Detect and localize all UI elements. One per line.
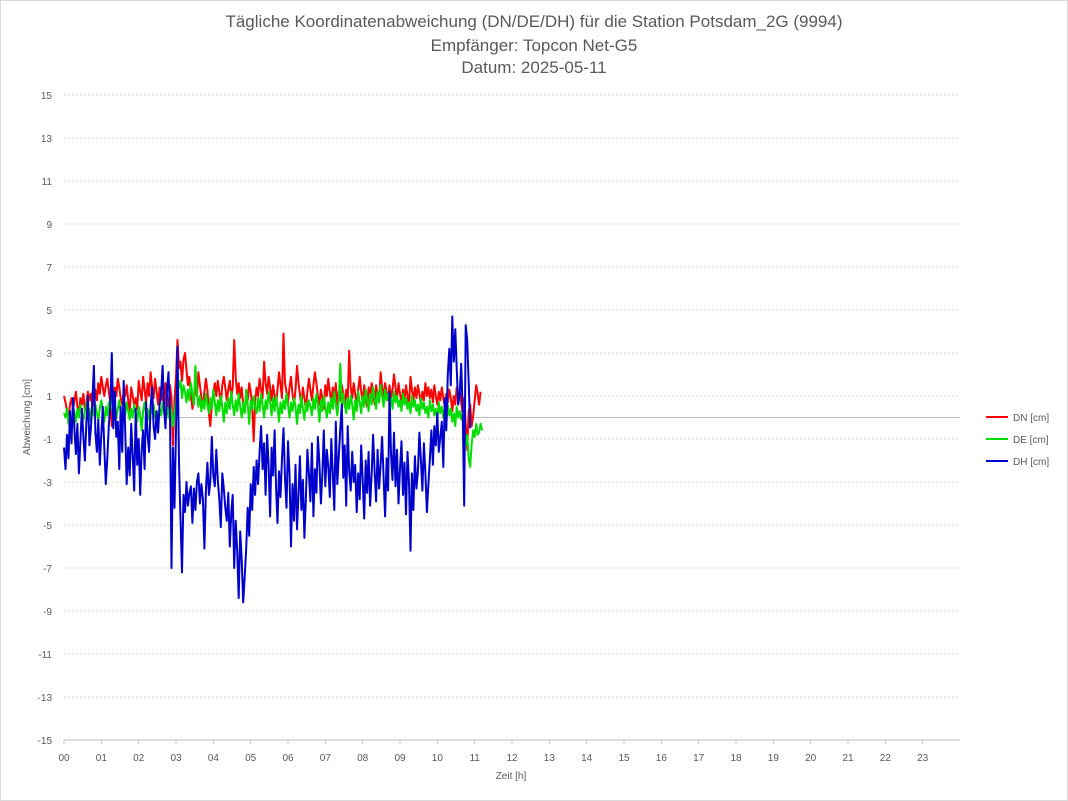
x-tick-label: 18	[730, 753, 742, 764]
x-tick-label: 23	[917, 753, 929, 764]
x-tick-label: 20	[805, 753, 817, 764]
chart-date: Datum: 2025-05-11	[461, 58, 607, 77]
series-lines	[63, 315, 484, 604]
y-axis-ticks: 15 13 11 9 7 5 3 1 -1 -3 -5 -7 -9 -11 -13 -15	[38, 91, 53, 747]
y-tick-label: 9	[46, 220, 52, 231]
x-tick-label: 13	[544, 753, 556, 764]
y-tick-label: -3	[43, 478, 52, 489]
y-tick-label: 13	[41, 134, 53, 145]
y-tick-label: -5	[43, 521, 52, 532]
x-tick-label: 10	[432, 753, 444, 764]
y-tick-label: 1	[46, 392, 52, 403]
x-tick-label: 04	[208, 753, 220, 764]
x-axis-ticks: 00 01 02 03 04 05 06 07 08 09 10 11 12 13 14 15 16 17 18 19…	[58, 739, 960, 764]
series-line-dn	[63, 332, 482, 451]
y-tick-label: 7	[46, 263, 52, 274]
y-tick-label: -13	[38, 693, 53, 704]
legend-label: DN [cm]	[1013, 413, 1049, 424]
y-tick-label: -1	[43, 435, 52, 446]
x-tick-label: 06	[282, 753, 294, 764]
y-tick-label: -7	[43, 564, 52, 575]
x-tick-label: 21	[842, 753, 854, 764]
chart-subtitle: Empfänger: Topcon Net-G5	[430, 36, 638, 55]
x-axis-title: Zeit [h]	[496, 771, 527, 782]
series-line-de	[63, 362, 484, 468]
legend: DN [cm] DE [cm] DH [cm]	[986, 413, 1049, 468]
y-tick-label: 15	[41, 91, 53, 102]
y-axis-title: Abweichung [cm]	[22, 379, 33, 455]
legend-label: DH [cm]	[1013, 457, 1049, 468]
series-line-dh	[63, 315, 472, 604]
legend-label: DE [cm]	[1013, 435, 1049, 446]
y-tick-label: -15	[38, 736, 53, 747]
x-tick-label: 17	[693, 753, 705, 764]
x-tick-label: 19	[768, 753, 780, 764]
y-tick-label: -11	[38, 650, 52, 661]
y-tick-label: -9	[43, 607, 52, 618]
x-tick-label: 12	[506, 753, 518, 764]
x-tick-label: 01	[96, 753, 108, 764]
x-tick-label: 11	[469, 753, 480, 764]
x-tick-label: 15	[618, 753, 630, 764]
y-tick-label: 5	[46, 306, 52, 317]
y-tick-label: 3	[46, 349, 52, 360]
x-tick-label: 07	[320, 753, 332, 764]
y-tick-label: 11	[42, 177, 53, 188]
x-tick-label: 05	[245, 753, 257, 764]
x-tick-label: 00	[58, 753, 70, 764]
x-tick-label: 14	[581, 753, 593, 764]
x-tick-label: 02	[133, 753, 145, 764]
x-tick-label: 09	[394, 753, 406, 764]
x-tick-label: 22	[880, 753, 892, 764]
x-tick-label: 16	[656, 753, 668, 764]
x-tick-label: 03	[170, 753, 182, 764]
grid-lines	[64, 94, 960, 741]
x-tick-label: 08	[357, 753, 369, 764]
chart-title: Tägliche Koordinatenabweichung (DN/DE/DH…	[225, 12, 843, 31]
